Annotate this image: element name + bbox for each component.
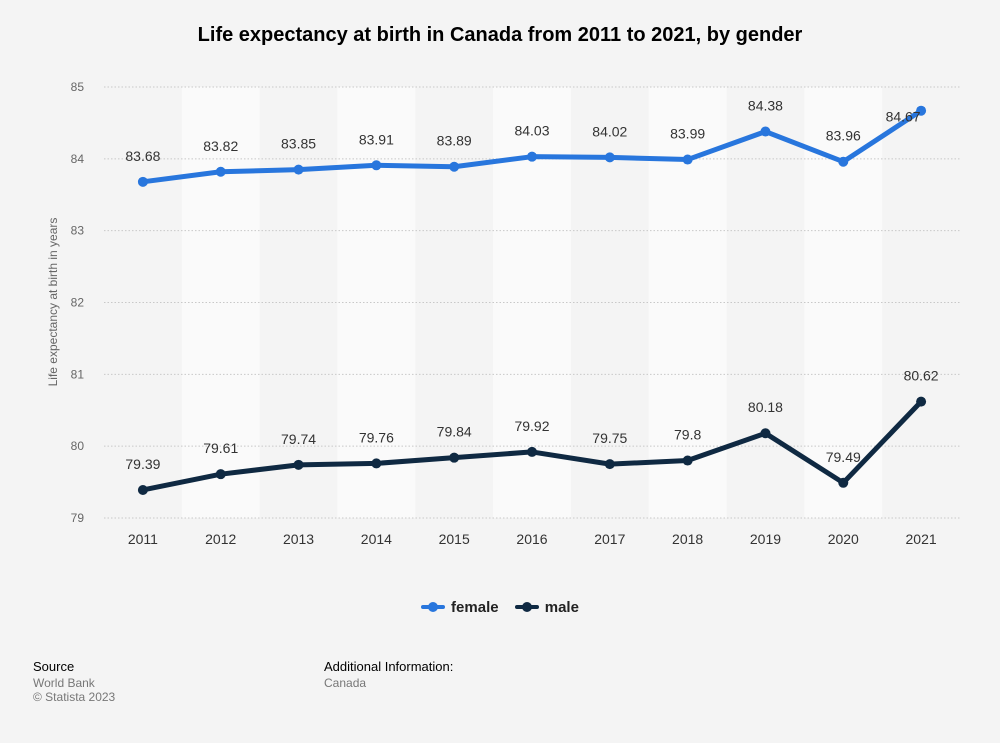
data-label-male: 80.18 [748, 399, 783, 415]
data-label-male: 79.61 [203, 440, 238, 456]
data-label-female: 84.03 [514, 123, 549, 139]
data-label-male: 79.84 [437, 424, 472, 440]
x-tick-label: 2021 [906, 531, 937, 547]
data-point-male [371, 458, 382, 469]
x-tick-label: 2011 [128, 531, 158, 547]
y-tick-label: 85 [71, 80, 85, 94]
legend-swatch-male [514, 602, 539, 612]
data-point-female [604, 152, 615, 163]
data-point-female [137, 176, 148, 187]
y-tick-label: 83 [71, 224, 85, 238]
x-tick-label: 2014 [361, 531, 392, 547]
legend-item-female[interactable]: female [421, 599, 499, 616]
data-point-male [293, 459, 304, 470]
data-point-female [215, 166, 226, 177]
data-label-female: 83.82 [203, 138, 238, 154]
data-label-female: 84.38 [748, 98, 783, 114]
data-point-male [449, 452, 460, 463]
additional-info-value: Canada [324, 676, 367, 690]
y-tick-label: 81 [71, 367, 85, 381]
legend: female male [0, 596, 1000, 616]
data-point-female [293, 164, 304, 175]
x-tick-label: 2013 [283, 531, 314, 547]
data-label-female: 84.02 [592, 123, 627, 139]
x-tick-label: 2017 [594, 531, 625, 547]
data-label-female: 83.99 [670, 126, 705, 142]
data-point-female [916, 105, 927, 116]
data-label-male: 79.49 [826, 449, 861, 465]
copyright: © Statista 2023 [33, 690, 116, 704]
data-point-male [760, 428, 771, 439]
data-label-male: 79.75 [592, 430, 627, 446]
source-label: Source [33, 659, 75, 674]
data-label-female: 83.91 [359, 131, 394, 147]
data-label-female: 83.89 [437, 133, 472, 149]
source-value[interactable]: World Bank [33, 676, 95, 690]
chart-title: Life expectancy at birth in Canada from … [197, 24, 803, 46]
y-tick-label: 84 [71, 152, 85, 166]
data-point-male [604, 459, 615, 470]
x-tick-label: 2020 [828, 531, 859, 547]
data-label-male: 80.62 [904, 368, 939, 384]
data-label-male: 79.39 [125, 456, 160, 472]
y-tick-label: 82 [71, 296, 85, 310]
data-label-male: 79.92 [514, 418, 549, 434]
data-point-female [760, 126, 771, 137]
data-label-female: 83.96 [826, 128, 861, 144]
source-block: Source World Bank © Statista 2023 [33, 659, 115, 704]
legend-item-male[interactable]: male [514, 598, 579, 616]
data-label-female: 84.67 [886, 109, 921, 125]
x-tick-label: 2012 [205, 531, 236, 547]
x-tick-label: 2018 [672, 531, 703, 547]
data-label-male: 79.74 [281, 431, 316, 447]
data-point-female [449, 161, 460, 172]
data-point-female [682, 154, 693, 165]
data-label-female: 83.68 [125, 148, 160, 164]
data-point-female [371, 160, 382, 171]
x-tick-label: 2015 [439, 531, 470, 547]
data-point-male [838, 477, 849, 488]
data-point-male [916, 396, 927, 407]
data-point-male [527, 446, 537, 457]
data-point-female [838, 156, 849, 167]
legend-label: male [544, 598, 579, 616]
data-point-male [215, 469, 226, 480]
additional-info-block: Additional Information: Canada [324, 659, 453, 690]
legend-swatch-female [421, 602, 446, 612]
additional-info-label[interactable]: Additional Information: [324, 659, 454, 674]
data-label-female: 83.85 [281, 136, 316, 152]
x-tick-label: 2019 [750, 531, 781, 547]
data-point-male [137, 484, 148, 495]
data-label-male: 79.8 [674, 427, 701, 443]
x-tick-label: 2016 [516, 531, 547, 547]
y-tick-label: 79 [71, 511, 85, 525]
legend-label: female [451, 598, 499, 616]
data-label-male: 79.76 [359, 429, 394, 445]
data-point-female [527, 151, 537, 162]
y-tick-label: 80 [71, 439, 85, 453]
data-point-male [682, 455, 693, 466]
y-axis-label: Life expectancy at birth in years [46, 218, 60, 387]
